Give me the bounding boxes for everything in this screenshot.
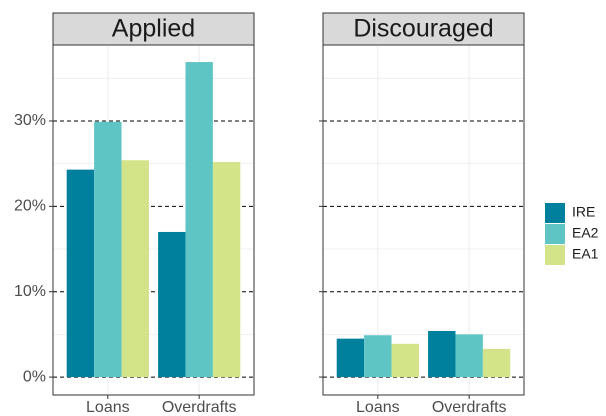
bar <box>455 334 483 378</box>
bar <box>391 343 419 378</box>
strip <box>322 12 525 46</box>
legend-label: EA2 <box>572 225 599 241</box>
bar <box>428 330 456 378</box>
panel-title: Applied <box>112 15 195 43</box>
panel-border <box>52 44 255 396</box>
bar <box>158 231 186 378</box>
x-tick-label: Loans <box>86 399 130 416</box>
legend-label: IRE <box>572 204 595 220</box>
x-tick-label: Overdrafts <box>162 399 237 416</box>
y-tick-label: 10% <box>14 283 46 300</box>
y-tick-label: 30% <box>14 112 46 129</box>
legend-key <box>545 224 565 244</box>
legend-key <box>545 203 565 223</box>
x-tick-label: Overdrafts <box>432 399 507 416</box>
y-tick-label: 20% <box>14 198 46 215</box>
bar <box>212 161 241 378</box>
x-tick-label: Loans <box>356 399 400 416</box>
y-tick-label: 0% <box>23 368 46 385</box>
legend-key <box>545 245 565 265</box>
bar <box>121 160 149 378</box>
bar <box>482 348 511 378</box>
panel-title: Discouraged <box>353 15 493 43</box>
legend-label: EA1 <box>572 246 599 262</box>
bar <box>364 335 392 378</box>
bar <box>94 121 122 378</box>
panel-border <box>322 44 525 396</box>
bar <box>336 338 365 378</box>
strip <box>52 12 255 46</box>
bar <box>66 169 95 378</box>
bar <box>185 62 213 378</box>
